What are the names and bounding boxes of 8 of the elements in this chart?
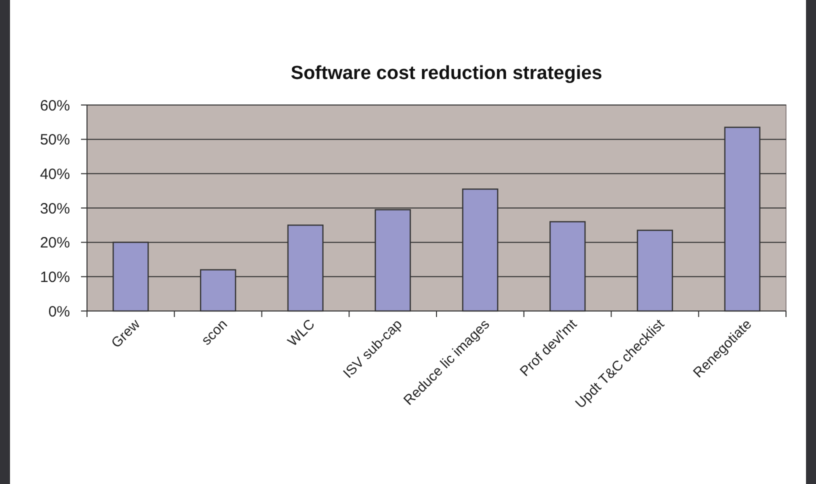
chart-title: Software cost reduction strategies [290,63,602,84]
y-tick-label: 40% [40,166,70,183]
y-tick-label: 30% [40,200,70,218]
y-tick-label: 20% [40,234,70,252]
y-tick-label: 60% [40,97,70,114]
y-tick-label: 0% [48,303,70,320]
y-tick-label: 50% [40,132,70,149]
y-tick-label: 10% [40,268,70,286]
